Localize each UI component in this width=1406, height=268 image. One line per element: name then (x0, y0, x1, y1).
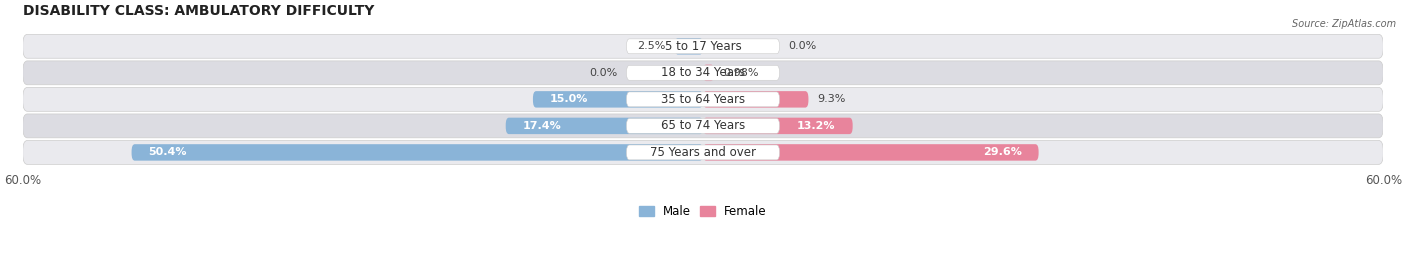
FancyBboxPatch shape (627, 145, 779, 160)
FancyBboxPatch shape (533, 91, 703, 107)
FancyBboxPatch shape (22, 140, 1384, 164)
FancyBboxPatch shape (703, 118, 852, 134)
Text: 50.4%: 50.4% (149, 147, 187, 157)
Text: 0.0%: 0.0% (589, 68, 617, 78)
FancyBboxPatch shape (627, 65, 779, 80)
Text: 15.0%: 15.0% (550, 94, 588, 104)
Text: 18 to 34 Years: 18 to 34 Years (661, 66, 745, 79)
Legend: Male, Female: Male, Female (634, 200, 772, 223)
Text: 0.0%: 0.0% (789, 41, 817, 51)
FancyBboxPatch shape (703, 144, 1039, 161)
Text: 35 to 64 Years: 35 to 64 Years (661, 93, 745, 106)
Text: DISABILITY CLASS: AMBULATORY DIFFICULTY: DISABILITY CLASS: AMBULATORY DIFFICULTY (22, 4, 374, 18)
Text: 13.2%: 13.2% (797, 121, 835, 131)
Text: 65 to 74 Years: 65 to 74 Years (661, 119, 745, 132)
FancyBboxPatch shape (703, 65, 714, 81)
FancyBboxPatch shape (22, 61, 1384, 85)
FancyBboxPatch shape (22, 34, 1384, 58)
FancyBboxPatch shape (675, 38, 703, 54)
Text: Source: ZipAtlas.com: Source: ZipAtlas.com (1292, 19, 1396, 29)
Text: 75 Years and over: 75 Years and over (650, 146, 756, 159)
Text: 5 to 17 Years: 5 to 17 Years (665, 40, 741, 53)
Text: 9.3%: 9.3% (817, 94, 846, 104)
Text: 0.98%: 0.98% (723, 68, 759, 78)
FancyBboxPatch shape (22, 114, 1384, 138)
Text: 2.5%: 2.5% (637, 41, 665, 51)
FancyBboxPatch shape (132, 144, 703, 161)
FancyBboxPatch shape (627, 118, 779, 133)
FancyBboxPatch shape (627, 39, 779, 54)
FancyBboxPatch shape (506, 118, 703, 134)
FancyBboxPatch shape (703, 91, 808, 107)
FancyBboxPatch shape (627, 92, 779, 107)
FancyBboxPatch shape (22, 87, 1384, 111)
Text: 17.4%: 17.4% (523, 121, 561, 131)
Text: 29.6%: 29.6% (983, 147, 1022, 157)
